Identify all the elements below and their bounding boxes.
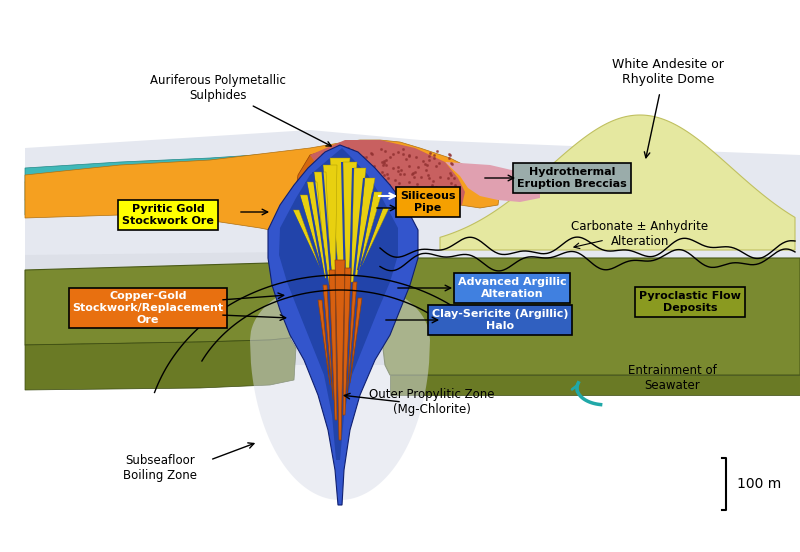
Text: Hydrothermal
Eruption Breccias: Hydrothermal Eruption Breccias — [517, 167, 627, 189]
Text: Siliceous
Pipe: Siliceous Pipe — [400, 191, 456, 213]
Polygon shape — [295, 145, 460, 238]
Polygon shape — [445, 162, 540, 202]
Text: Copper-Gold
Stockwork/Replacement
Ore: Copper-Gold Stockwork/Replacement Ore — [73, 291, 223, 325]
Polygon shape — [360, 208, 383, 265]
Polygon shape — [25, 365, 800, 552]
Text: 100 m: 100 m — [737, 477, 782, 491]
Polygon shape — [343, 268, 351, 415]
Text: Outer Propylitic Zone
(Mg-Chlorite): Outer Propylitic Zone (Mg-Chlorite) — [370, 388, 494, 416]
Polygon shape — [341, 162, 346, 288]
Polygon shape — [312, 172, 329, 285]
Polygon shape — [329, 270, 337, 420]
Polygon shape — [25, 175, 350, 215]
Polygon shape — [250, 280, 430, 500]
Polygon shape — [293, 210, 320, 268]
Polygon shape — [305, 182, 325, 278]
Polygon shape — [330, 158, 350, 295]
Polygon shape — [310, 140, 465, 228]
Polygon shape — [351, 168, 366, 282]
Text: Entrainment of
Seawater: Entrainment of Seawater — [628, 364, 716, 392]
Text: Clay-Sericite (Argillic)
Halo: Clay-Sericite (Argillic) Halo — [432, 309, 568, 331]
Text: White Andesite or
Rhyolite Dome: White Andesite or Rhyolite Dome — [612, 58, 724, 86]
Polygon shape — [347, 282, 357, 398]
Polygon shape — [323, 285, 333, 400]
Polygon shape — [25, 155, 352, 200]
Text: Pyritic Gold
Stockwork Ore: Pyritic Gold Stockwork Ore — [122, 204, 214, 226]
Text: Auriferous Polymetallic
Sulphides: Auriferous Polymetallic Sulphides — [150, 74, 331, 146]
Polygon shape — [343, 162, 357, 288]
Polygon shape — [440, 115, 795, 250]
Polygon shape — [314, 172, 331, 285]
Polygon shape — [291, 210, 320, 268]
Polygon shape — [349, 168, 354, 282]
Polygon shape — [323, 165, 337, 290]
Polygon shape — [335, 260, 345, 440]
Polygon shape — [359, 192, 382, 270]
Polygon shape — [362, 208, 389, 265]
Polygon shape — [25, 143, 352, 182]
Polygon shape — [25, 140, 500, 240]
Polygon shape — [321, 165, 333, 290]
Polygon shape — [25, 262, 298, 345]
Polygon shape — [353, 178, 365, 275]
Polygon shape — [355, 178, 375, 275]
Polygon shape — [307, 182, 327, 278]
Polygon shape — [279, 148, 398, 460]
Polygon shape — [382, 258, 800, 375]
Polygon shape — [298, 195, 323, 272]
Polygon shape — [25, 252, 298, 345]
Polygon shape — [357, 192, 374, 270]
Polygon shape — [300, 195, 323, 272]
Polygon shape — [390, 375, 800, 395]
Polygon shape — [350, 298, 362, 383]
Text: Subseafloor
Boiling Zone: Subseafloor Boiling Zone — [123, 454, 197, 482]
Text: Carbonate ± Anhydrite
Alteration: Carbonate ± Anhydrite Alteration — [571, 220, 709, 248]
Polygon shape — [268, 145, 418, 505]
Polygon shape — [25, 130, 800, 365]
Text: Pyroclastic Flow
Deposits: Pyroclastic Flow Deposits — [639, 291, 741, 313]
Polygon shape — [25, 338, 296, 390]
Text: Advanced Argillic
Alteration: Advanced Argillic Alteration — [458, 277, 566, 299]
Polygon shape — [318, 300, 330, 385]
